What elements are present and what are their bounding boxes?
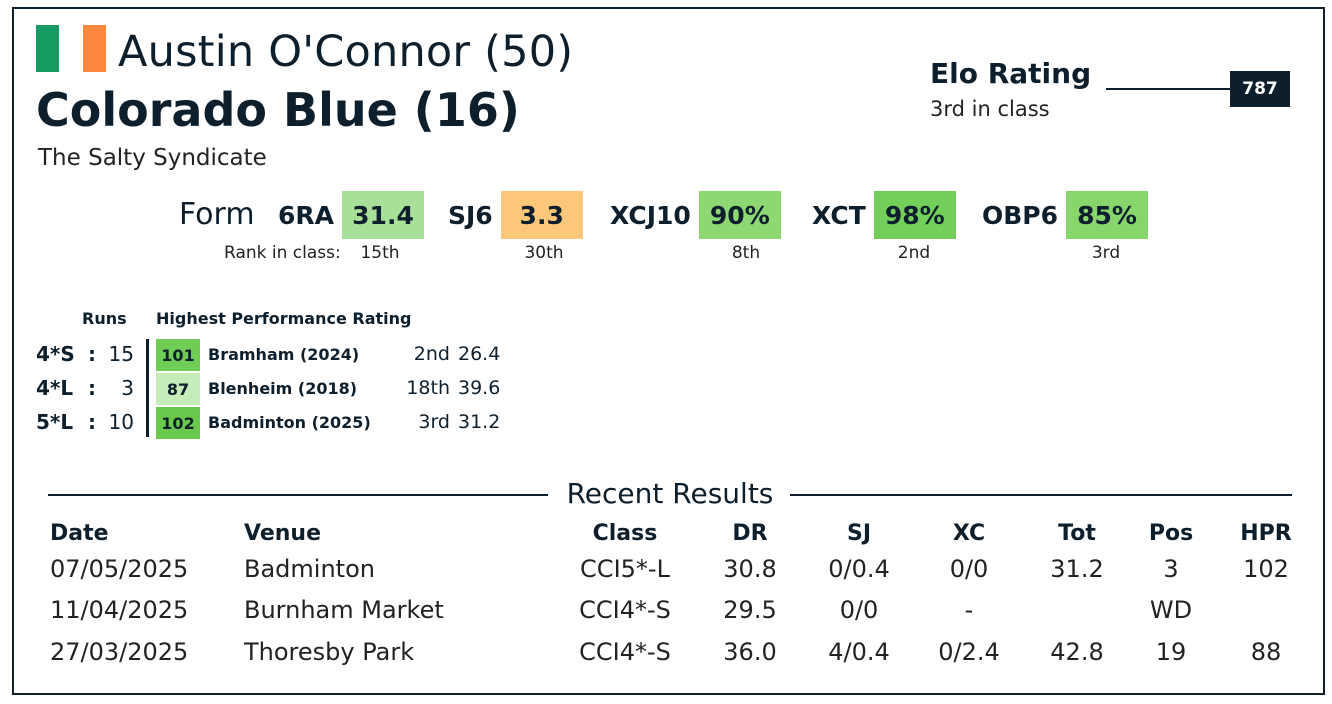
hpr-value: 102 bbox=[156, 407, 200, 439]
col-header-sj: SJ bbox=[846, 521, 872, 546]
result-xc: - bbox=[964, 596, 974, 624]
form-item-xcj10: XCJ10 90% bbox=[610, 191, 781, 239]
result-dr: 36.0 bbox=[723, 638, 777, 666]
form-item-value: 90% bbox=[698, 191, 781, 239]
run-class: 4*S bbox=[36, 342, 75, 366]
result-dr: 30.8 bbox=[723, 555, 777, 583]
hpr-position: 18th bbox=[406, 377, 450, 399]
run-count: 15 bbox=[108, 342, 134, 366]
col-header-pos: Pos bbox=[1148, 521, 1194, 546]
form-rank: 2nd bbox=[897, 243, 931, 263]
recent-results-rule-left bbox=[48, 494, 548, 496]
horse-profile-card: Austin O'Connor (50) Colorado Blue (16) … bbox=[12, 7, 1325, 695]
result-date: 07/05/2025 bbox=[50, 555, 189, 583]
run-row: 4*L : 3 87 Blenheim (2018) 18th 39.6 bbox=[36, 373, 556, 405]
form-label: Form bbox=[179, 197, 255, 232]
result-sj: 0/0 bbox=[839, 596, 879, 624]
run-count: 10 bbox=[108, 410, 134, 434]
form-rank: 15th bbox=[360, 243, 400, 263]
form-item-6ra: 6RA 31.4 bbox=[278, 191, 424, 239]
elo-divider bbox=[1106, 88, 1290, 90]
elo-title: Elo Rating bbox=[930, 57, 1092, 90]
form-item-name: SJ6 bbox=[448, 200, 493, 230]
hpr-event: Blenheim (2018) bbox=[208, 379, 358, 398]
result-xc: 0/0 bbox=[949, 555, 989, 583]
result-sj: 0/0.4 bbox=[828, 555, 890, 583]
form-item-name: 6RA bbox=[278, 200, 334, 230]
col-header-class: Class bbox=[592, 521, 658, 546]
elo-subtitle: 3rd in class bbox=[930, 97, 1050, 121]
hpr-event: Bramham (2024) bbox=[208, 345, 360, 364]
hpr-position: 2nd bbox=[413, 343, 450, 365]
run-count: 3 bbox=[121, 376, 134, 400]
run-row: 5*L : 10 102 Badminton (2025) 3rd 31.2 bbox=[36, 407, 556, 439]
flag-stripe-orange bbox=[83, 25, 106, 72]
run-colon: : bbox=[88, 410, 96, 434]
runs-divider bbox=[146, 339, 149, 437]
result-pos: 3 bbox=[1163, 555, 1179, 583]
ireland-flag-icon bbox=[36, 25, 106, 72]
col-header-venue: Venue bbox=[244, 521, 321, 546]
rider-name: Austin O'Connor (50) bbox=[118, 27, 574, 77]
run-class: 4*L bbox=[36, 376, 74, 400]
result-venue: Badminton bbox=[244, 555, 375, 583]
recent-results-rule-right bbox=[790, 494, 1292, 496]
form-item-value: 85% bbox=[1066, 191, 1149, 239]
flag-stripe-white bbox=[59, 25, 82, 72]
hpr-header: Highest Performance Rating bbox=[156, 309, 412, 328]
hpr-score: 39.6 bbox=[458, 377, 501, 399]
result-tot: 42.8 bbox=[1050, 638, 1104, 666]
hpr-value: 101 bbox=[156, 339, 200, 371]
result-tot: 31.2 bbox=[1050, 555, 1104, 583]
result-venue: Burnham Market bbox=[244, 596, 444, 624]
form-rank: 30th bbox=[524, 243, 564, 263]
result-pos: WD bbox=[1149, 596, 1193, 624]
result-hpr: 88 bbox=[1250, 638, 1282, 666]
form-item-xct: XCT 98% bbox=[812, 191, 956, 239]
result-venue: Thoresby Park bbox=[244, 638, 415, 666]
result-hpr: 102 bbox=[1243, 555, 1289, 583]
result-class: CCI4*-S bbox=[579, 638, 671, 666]
col-header-date: Date bbox=[50, 521, 109, 546]
flag-stripe-green bbox=[36, 25, 59, 72]
hpr-position: 3rd bbox=[418, 411, 450, 433]
col-header-dr: DR bbox=[732, 521, 768, 546]
run-class: 5*L bbox=[36, 410, 74, 434]
runs-header: Runs bbox=[82, 309, 127, 328]
form-rank: 3rd bbox=[1091, 243, 1121, 263]
hpr-value: 87 bbox=[156, 373, 200, 405]
run-colon: : bbox=[88, 342, 96, 366]
result-date: 11/04/2025 bbox=[50, 596, 189, 624]
horse-name: Colorado Blue (16) bbox=[36, 83, 520, 137]
owner-name: The Salty Syndicate bbox=[38, 145, 267, 171]
col-header-xc: XC bbox=[952, 521, 986, 546]
col-header-tot: Tot bbox=[1058, 521, 1096, 546]
hpr-score: 31.2 bbox=[458, 411, 501, 433]
form-item-name: OBP6 bbox=[982, 200, 1059, 230]
result-class: CCI4*-S bbox=[579, 596, 671, 624]
form-item-name: XCT bbox=[812, 200, 866, 230]
result-class: CCI5*-L bbox=[580, 555, 670, 583]
form-item-name: XCJ10 bbox=[610, 200, 691, 230]
rank-in-class-label: Rank in class: bbox=[224, 243, 341, 263]
form-item-value: 98% bbox=[873, 191, 956, 239]
result-xc: 0/2.4 bbox=[938, 638, 1000, 666]
run-colon: : bbox=[88, 376, 96, 400]
recent-results-title: Recent Results bbox=[554, 477, 786, 510]
form-item-value: 31.4 bbox=[342, 191, 424, 239]
hpr-event: Badminton (2025) bbox=[208, 413, 371, 432]
result-date: 27/03/2025 bbox=[50, 638, 189, 666]
elo-value-badge: 787 bbox=[1230, 71, 1290, 107]
run-row: 4*S : 15 101 Bramham (2024) 2nd 26.4 bbox=[36, 339, 556, 371]
form-rank: 8th bbox=[731, 243, 761, 263]
form-item-value: 3.3 bbox=[500, 191, 583, 239]
result-dr: 29.5 bbox=[723, 596, 777, 624]
col-header-hpr: HPR bbox=[1240, 521, 1292, 546]
result-pos: 19 bbox=[1155, 638, 1187, 666]
form-item-sj6: SJ6 3.3 bbox=[448, 191, 583, 239]
form-item-obp6: OBP6 85% bbox=[982, 191, 1149, 239]
result-sj: 4/0.4 bbox=[828, 638, 890, 666]
hpr-score: 26.4 bbox=[458, 343, 501, 365]
